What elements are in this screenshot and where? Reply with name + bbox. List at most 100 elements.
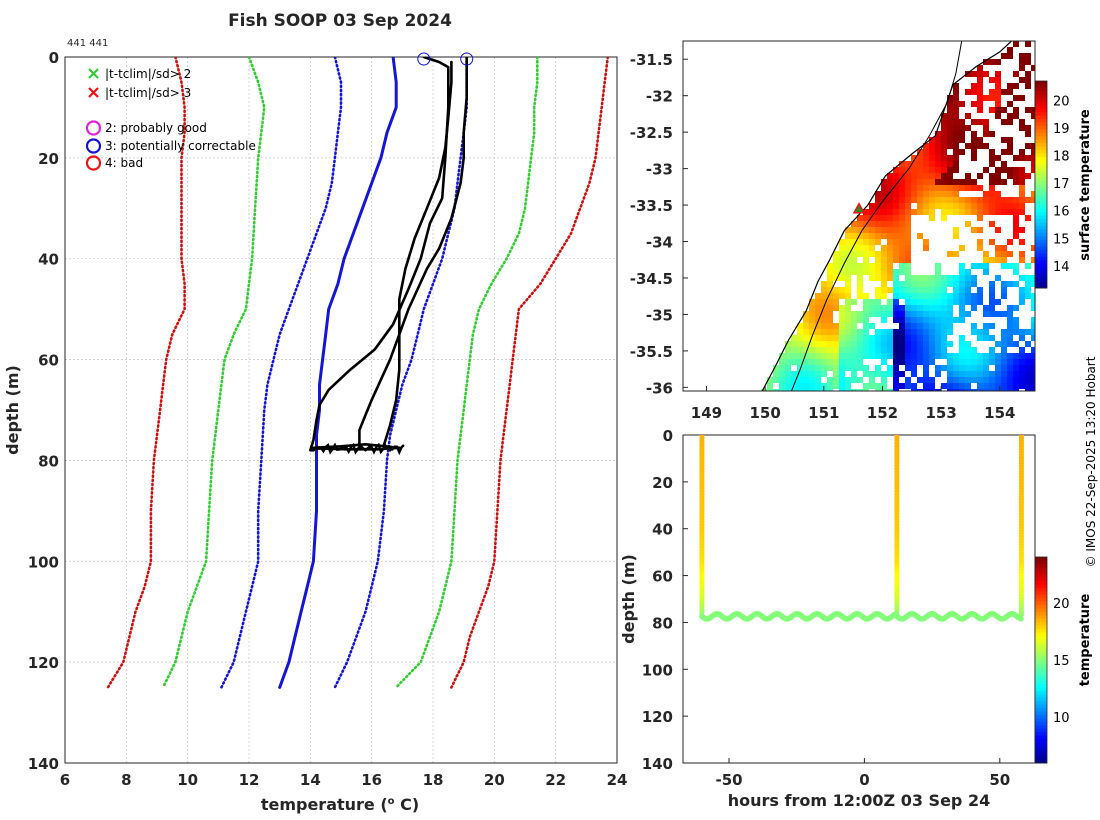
sst-cell [845,293,851,299]
sst-cell [923,143,929,149]
sst-cell [881,269,887,275]
sst-cell [905,263,911,269]
sst-cell [983,263,989,269]
sst-cell [929,353,935,359]
sst-cell [851,371,857,377]
sst-cell [815,305,821,311]
sst-cell [995,155,1001,161]
sst-cell [839,323,845,329]
sst-cell [863,383,869,389]
sst-cell [917,299,923,305]
colorbar-segment [1035,742,1047,747]
sst-cell [779,359,785,365]
sst-cell [1019,293,1025,299]
sst-cell [935,269,941,275]
sst-cell [857,335,863,341]
sst-cell [815,371,821,377]
legend-x-marker [88,87,99,98]
sst-cell [1031,281,1035,287]
sst-cell [809,371,815,377]
sst-cell [857,353,863,359]
sst-cell [893,257,899,263]
sst-cell [869,341,875,347]
sst-cell [947,377,953,383]
sst-cell [929,155,935,161]
sst-cell [893,335,899,341]
sst-cell [1025,53,1031,59]
sst-cell [851,323,857,329]
sst-cell [1013,377,1019,383]
sst-cell [1025,59,1031,65]
sst-cell [827,347,833,353]
bottom-point [1018,616,1024,622]
sst-cell [1007,173,1013,179]
sst-cell [1025,293,1031,299]
sst-cell [1001,203,1007,209]
sst-cell [1001,347,1007,353]
sst-cell [899,185,905,191]
section-y-tick-label: 20 [652,474,673,492]
sst-cell [1019,371,1025,377]
sst-cell [899,383,905,389]
sst-cell [833,257,839,263]
sst-cell [929,323,935,329]
sst-cell [995,197,1001,203]
sst-cell [881,287,887,293]
sst-cell [797,329,803,335]
sst-cell [995,179,1001,185]
colorbar-segment [1035,143,1047,148]
sst-cell [869,227,875,233]
colorbar-segment [1035,129,1047,134]
sst-cell [1019,299,1025,305]
sst-cell [911,389,917,391]
sst-cell [989,59,995,65]
colorbar-segment [1035,274,1047,279]
sst-cell [923,359,929,365]
sst-cell [1007,323,1013,329]
sst-cell [917,149,923,155]
sst-cell [851,377,857,383]
sst-cell [911,359,917,365]
sst-cell [1013,167,1019,173]
sst-cell [911,299,917,305]
sst-cell [1019,95,1025,101]
sst-cell [899,245,905,251]
profile-gridlines [64,56,618,764]
sst-cell [965,275,971,281]
colorbar-segment [1035,270,1047,275]
sst-cell [929,329,935,335]
sst-cell [989,287,995,293]
sst-cell [953,113,959,119]
colorbar-segment [1035,680,1047,685]
sst-cell [911,185,917,191]
sst-cell [1019,185,1025,191]
sst-cell [881,317,887,323]
sst-cell [959,245,965,251]
sst-cell [953,125,959,131]
colorbar-segment [1035,567,1047,572]
sst-cell [971,83,977,89]
sst-cell [1007,371,1013,377]
sst-cell [905,179,911,185]
sst-cell [1007,383,1013,389]
sst-cell [929,383,935,389]
sst-cell [881,359,887,365]
sst-cell [875,347,881,353]
colorbar-segment [1035,660,1047,664]
sst-cell [1007,239,1013,245]
sst-cell [833,359,839,365]
sst-cell [833,353,839,359]
sst-cell [833,275,839,281]
map-y-tick-label: -33.5 [630,197,673,215]
sst-cell [851,221,857,227]
sst-cell [989,305,995,311]
sst-cell [875,365,881,371]
sst-cell [923,149,929,155]
x-tick-label: 10 [177,771,198,789]
sst-cell [803,383,809,389]
sst-cell [1013,389,1019,391]
sst-cell [779,371,785,377]
sst-cell [941,167,947,173]
map-x-tick-label: 149 [691,404,722,422]
sst-cell [1001,209,1007,215]
